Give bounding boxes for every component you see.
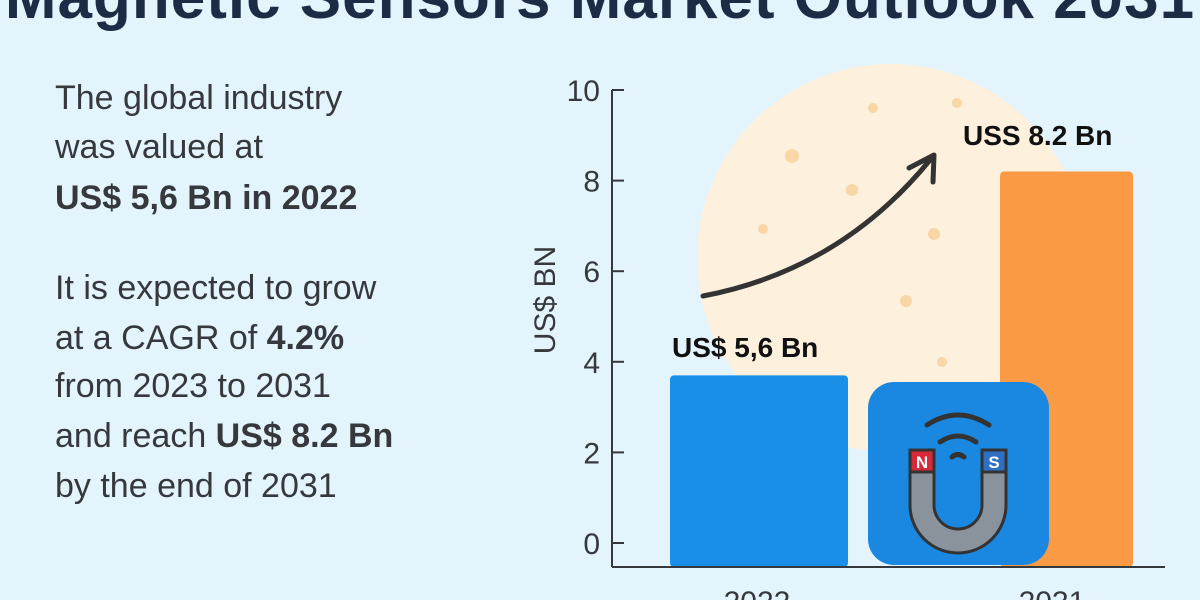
data-label: USS 8.2 Bn <box>963 120 1112 151</box>
background-dots <box>758 98 962 367</box>
cagr-prefix: at a CAGR of <box>55 319 267 357</box>
reach-value: US$ 8.2 Bn <box>215 417 394 455</box>
magnet-north-pole <box>908 448 936 474</box>
magnet-north-label: N <box>916 453 928 472</box>
growth-line-2: at a CAGR of 4.2% <box>55 318 344 358</box>
growth-line-5: by the end of 2031 <box>55 467 337 505</box>
y-tick-label: 10 <box>567 75 600 108</box>
growth-line-4: and reach US$ 8.2 Bn <box>55 416 393 456</box>
y-tick-label: 4 <box>583 347 600 380</box>
magnet-south-label: S <box>988 453 999 472</box>
reach-prefix: and reach <box>55 417 216 455</box>
intro-value: US$ 5,6 Bn in 2022 <box>55 179 358 217</box>
bar-2022 <box>670 375 848 567</box>
cagr-value: 4.2% <box>266 319 345 357</box>
y-tick-label: 2 <box>583 437 600 470</box>
growth-arrow <box>700 157 933 299</box>
data-label: US$ 5,6 Bn <box>672 332 818 363</box>
y-tick-label: 0 <box>583 528 600 561</box>
y-axis-label: US$ BN <box>529 246 562 354</box>
x-tick-label: 2031 <box>1019 586 1086 600</box>
y-tick-label: 6 <box>583 256 600 289</box>
magnet-icon-tile: N S <box>868 382 1049 565</box>
y-tick-label: 8 <box>583 166 600 199</box>
growth-line-3: from 2023 to 2031 <box>55 367 331 405</box>
signal-icon <box>924 412 992 460</box>
page-title: Magnetic Sensors Market Outlook 2031 <box>0 0 1200 33</box>
growth-line-1: It is expected to grow <box>55 269 377 307</box>
magnet-south-pole <box>980 448 1008 474</box>
x-tick-label: 2022 <box>724 586 791 600</box>
intro-line-2: was valued at <box>55 128 263 166</box>
arrow-head-icon <box>906 152 937 185</box>
magnet-icon <box>908 468 1008 555</box>
intro-line-1: The global industry <box>55 79 343 117</box>
